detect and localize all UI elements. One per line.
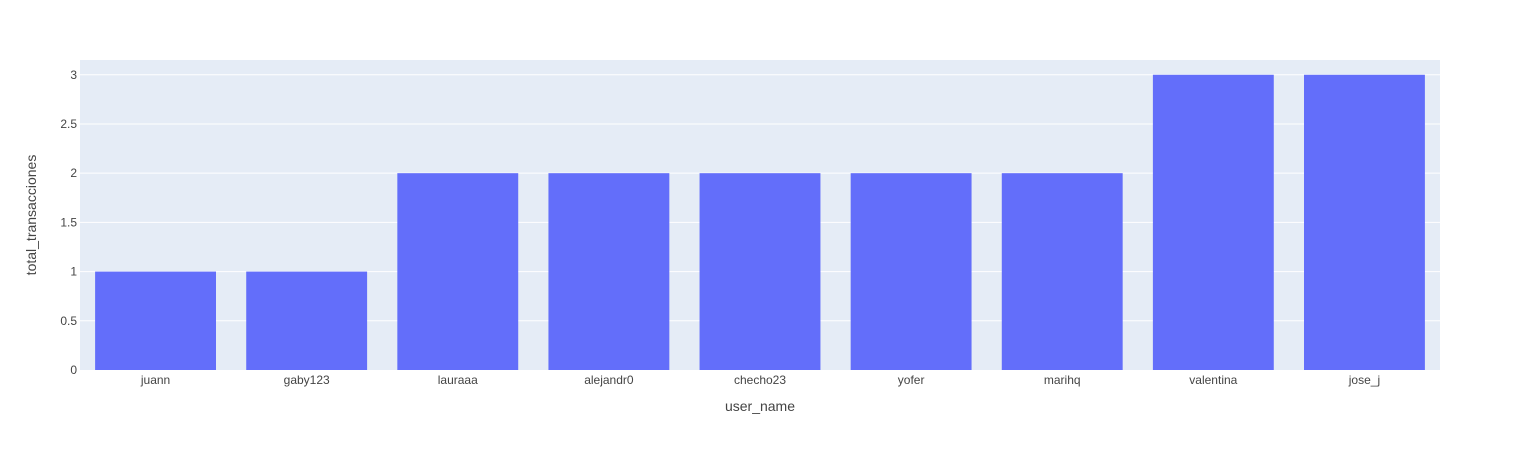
bar-juann	[95, 271, 216, 370]
bar-lauraaa	[397, 173, 519, 370]
bar-valentina	[1152, 74, 1274, 370]
x-tick-label: alejandr0	[584, 373, 634, 387]
y-tick-label: 1	[70, 265, 77, 279]
x-axis-title: user_name	[725, 398, 795, 414]
x-tick-label: checho23	[734, 373, 786, 387]
y-tick-label: 3	[70, 68, 77, 82]
x-tick-label: lauraaa	[438, 373, 478, 387]
bar-jose_j	[1304, 74, 1425, 370]
bar-marihq	[1001, 173, 1123, 370]
x-tick-label: gaby123	[284, 373, 330, 387]
bar-yofer	[850, 173, 972, 370]
x-tick-label: jose_j	[1348, 373, 1380, 387]
bars	[95, 74, 1425, 370]
bar-gaby123	[246, 271, 368, 370]
x-tick-labels: juann gaby123 lauraaa alejandr0 checho23 yofe…	[140, 373, 1380, 387]
y-tick-label: 2	[70, 166, 77, 180]
x-tick-label: yofer	[898, 373, 925, 387]
bar-checho23	[699, 173, 821, 370]
bar-alejandr0	[548, 173, 670, 370]
y-tick-label: 0.5	[60, 314, 77, 328]
y-tick-label: 1.5	[60, 215, 77, 229]
x-tick-label: marihq	[1044, 373, 1081, 387]
y-tick-label: 2.5	[60, 117, 77, 131]
y-tick-label: 0	[70, 363, 77, 377]
x-tick-label: juann	[140, 373, 170, 387]
y-axis-title: total_transacciones	[23, 155, 39, 276]
x-tick-label: valentina	[1189, 373, 1237, 387]
y-tick-labels: 0 0.5 1 1.5 2 2.5 3	[60, 68, 77, 377]
